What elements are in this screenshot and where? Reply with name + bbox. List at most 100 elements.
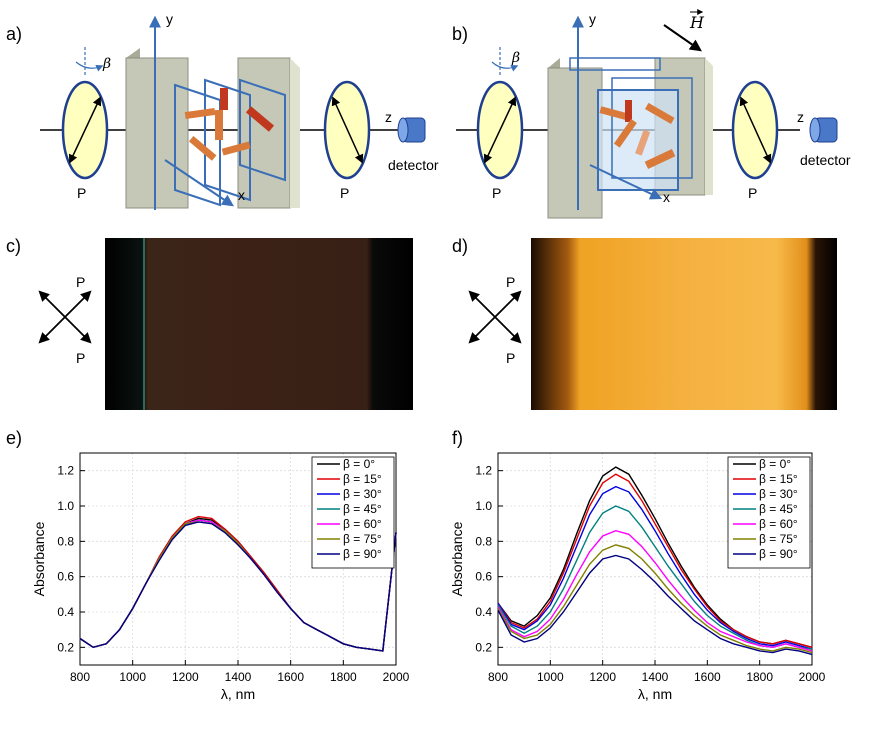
legend-label: β = 60° (343, 517, 382, 531)
y-axis-title: Absorbance (31, 521, 47, 596)
plate-right-side (290, 58, 300, 208)
legend-label: β = 0° (759, 457, 791, 471)
legend-label: β = 75° (759, 532, 798, 546)
y-tick-label: 1.2 (57, 464, 74, 478)
panel-a-label: a) (6, 24, 22, 44)
rod (625, 100, 632, 122)
x-axis-label: x (663, 189, 670, 205)
legend-label: β = 90° (759, 547, 798, 561)
legend-label: β = 45° (759, 502, 798, 516)
legend-label: β = 60° (759, 517, 798, 531)
pol-bottom-label: P (506, 350, 515, 366)
y-tick-label: 0.4 (475, 605, 492, 619)
rod (215, 110, 223, 140)
x-tick-label: 1200 (172, 670, 199, 684)
rod (599, 106, 631, 121)
series-line (497, 554, 813, 656)
legend-label: β = 30° (759, 487, 798, 501)
y-tick-label: 0.2 (57, 640, 74, 654)
micrograph-dark (105, 238, 413, 410)
legend-label: β = 75° (343, 532, 382, 546)
pol-top-label: P (506, 274, 515, 290)
x-tick-label: 1200 (589, 670, 616, 684)
x-tick-label: 1400 (642, 670, 669, 684)
x-tick-label: 1800 (330, 670, 357, 684)
x-tick-label: 1000 (119, 670, 146, 684)
y-tick-label: 0.8 (475, 534, 492, 548)
rod (245, 106, 275, 132)
field-label: H (689, 13, 705, 32)
y-tick-label: 1.0 (475, 499, 492, 513)
legend-label: β = 15° (759, 472, 798, 486)
series-line (497, 529, 813, 652)
panel-c-label: c) (6, 236, 21, 256)
rod (644, 149, 676, 169)
sample-frame-back (611, 77, 693, 179)
x-tick-label: 2000 (383, 670, 410, 684)
detector-face (809, 117, 821, 143)
x-tick-label: 1600 (694, 670, 721, 684)
plate-left (547, 67, 603, 219)
panel-f-label: f) (452, 428, 463, 448)
rod (645, 102, 675, 124)
x-axis-arrow (589, 164, 663, 200)
x-axis-label: x (238, 187, 245, 203)
series-line (497, 544, 813, 654)
panel-b-schematic: b) P β y x H P z (452, 9, 851, 219)
y-tick-label: 1.2 (475, 464, 492, 478)
sample-frame-back (239, 78, 286, 182)
pol-top-label: P (76, 274, 85, 290)
y-tick-label: 0.6 (475, 570, 492, 584)
legend-label: β = 45° (343, 502, 382, 516)
x-tick-label: 1800 (746, 670, 773, 684)
detector-face (397, 117, 409, 143)
y-axis-label: y (589, 11, 596, 27)
z-axis-label: z (385, 109, 392, 125)
panel-d-label: d) (452, 236, 468, 256)
beta-label: β (511, 50, 520, 66)
plate-right (237, 57, 291, 209)
x-tick-label: 1600 (277, 670, 304, 684)
series-line (497, 485, 813, 650)
panel-a-schematic: a) P β y x P z (6, 11, 439, 210)
y-tick-label: 0.8 (57, 534, 74, 548)
polarizer-right-label: P (340, 185, 349, 201)
legend-label: β = 30° (343, 487, 382, 501)
x-axis-title: λ, nm (221, 686, 255, 702)
detector-label: detector (388, 157, 439, 173)
y-axis-label: y (166, 11, 173, 27)
rod (613, 118, 637, 148)
detector-label: detector (800, 152, 851, 168)
rod (220, 88, 228, 110)
series-line (497, 473, 813, 648)
rod (635, 129, 651, 156)
y-tick-label: 0.6 (57, 570, 74, 584)
y-tick-label: 1.0 (57, 499, 74, 513)
crossed-polarizer-arrow (468, 290, 522, 344)
beta-arc-icon (75, 61, 104, 72)
panel-d-photo: d) P P (452, 236, 837, 410)
legend-box (311, 456, 395, 569)
plate-left (125, 57, 189, 209)
panel-b-label: b) (452, 24, 468, 44)
legend-box (727, 456, 811, 569)
chart-e: 800 1000 1200 1400 1600 1800 2000 0.2 0.4 0.6 0.8 1… (31, 452, 410, 702)
plate-right-side (705, 58, 713, 195)
legend-label: β = 90° (343, 547, 382, 561)
polarizer-right-label: P (748, 185, 757, 201)
panel-c-photo: c) P P (6, 236, 413, 410)
polarization-arrow (331, 96, 364, 164)
x-tick-label: 800 (488, 670, 508, 684)
x-tick-label: 1000 (537, 670, 564, 684)
legend-label: β = 15° (343, 472, 382, 486)
y-axis-title: Absorbance (449, 521, 465, 596)
x-tick-label: 1400 (225, 670, 252, 684)
pol-bottom-label: P (76, 350, 85, 366)
chart-f: 800 1000 1200 1400 1600 1800 2000 0.2 0.4 0.6 0.8 1… (449, 452, 826, 702)
rod (221, 141, 251, 156)
z-axis-label: z (797, 109, 804, 125)
y-tick-label: 0.4 (57, 605, 74, 619)
legend-label: β = 0° (343, 457, 375, 471)
micrograph-bright (531, 238, 837, 410)
